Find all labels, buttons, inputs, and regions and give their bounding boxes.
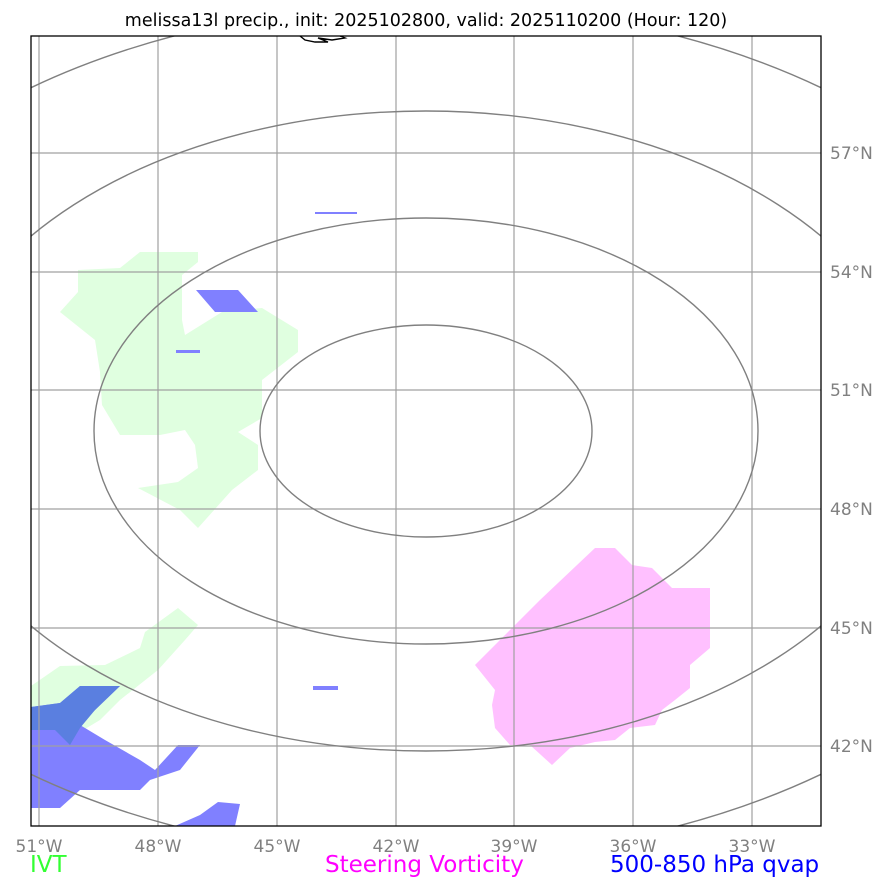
qvap-region [175,802,240,826]
qvap-region [196,290,258,312]
lon-tick-label: 51°W [16,837,63,857]
lat-tick-label: 45°N [830,619,873,639]
legend-steering-vorticity: Steering Vorticity [325,852,524,878]
lon-tick-label: 48°W [135,837,182,857]
lon-tick-label: 45°W [254,837,301,857]
qvap-region [315,212,357,214]
figure-title: melissa13l precip., init: 2025102800, va… [125,11,727,31]
qvap-region [31,686,120,745]
lon-tick-label: 42°W [373,837,420,857]
lon-tick-label: 39°W [491,837,538,857]
lat-tick-label: 42°N [830,737,873,757]
legend-qvap: 500-850 hPa qvap [610,852,820,878]
qvap-region [313,686,338,690]
plot-area [31,36,821,826]
gridlines [31,36,821,826]
lon-tick-label: 33°W [729,837,776,857]
qvap-region [176,350,200,353]
lat-tick-label: 48°N [830,500,873,520]
lat-tick-label: 54°N [830,263,873,283]
legend-ivt: IVT [30,852,67,878]
plot-frame [30,35,822,827]
longitude-labels: 51°W 48°W 45°W 42°W 39°W 36°W 33°W [16,837,776,857]
coastline [299,36,348,43]
range-rings [31,36,821,826]
vorticity-region [475,548,710,765]
lat-tick-label: 51°N [830,381,873,401]
lat-tick-label: 57°N [830,144,873,164]
latitude-labels: 57°N 54°N 51°N 48°N 45°N 42°N [830,144,873,757]
lon-tick-label: 36°W [610,837,657,857]
